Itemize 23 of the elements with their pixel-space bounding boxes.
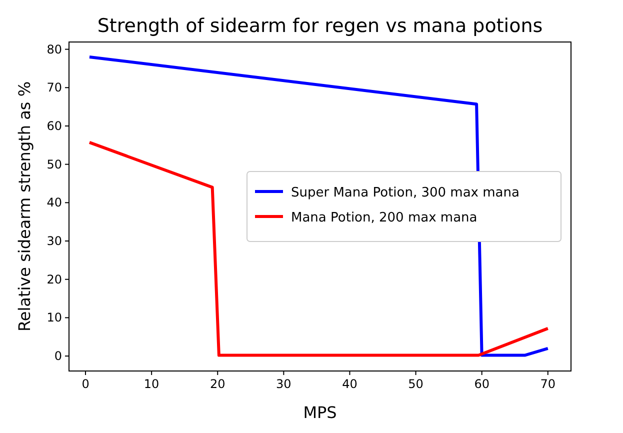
y-tick-label: 20 [46,272,62,286]
legend-label: Mana Potion, 200 max mana [291,210,478,226]
y-axis-title: Relative sidearm strength as % [15,81,34,332]
y-tick-label: 0 [54,349,62,364]
x-tick-label: 0 [82,377,90,391]
x-tick-label: 60 [474,377,490,391]
x-tick-label: 20 [210,377,226,391]
y-tick-label: 30 [46,234,62,248]
line-series [88,140,550,357]
y-tick-label: 80 [46,42,62,56]
y-tick-label: 70 [46,80,62,95]
x-axis-title: MPS [303,403,337,422]
x-tick-label: 70 [540,377,556,391]
x-tick-label: 50 [408,377,424,391]
chart-title: Strength of sidearm for regen vs mana potions [97,15,543,37]
y-tick-label: 50 [46,157,62,172]
y-tick-label: 60 [46,118,62,133]
x-tick-label: 40 [342,377,358,391]
y-tick-label: 40 [46,196,62,210]
x-tick-label: 30 [276,377,292,391]
y-tick-label: 10 [46,310,62,325]
legend-label: Super Mana Potion, 300 max mana [291,186,520,200]
x-tick-label: 10 [144,377,160,391]
